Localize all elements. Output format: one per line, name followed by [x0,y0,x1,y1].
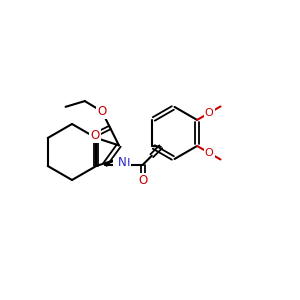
Text: S: S [115,159,123,172]
Text: O: O [205,108,214,118]
Text: O: O [138,174,148,187]
Text: O: O [205,148,214,158]
Text: O: O [97,105,106,118]
Text: H: H [122,158,130,168]
Text: N: N [118,156,126,169]
Text: O: O [90,129,99,142]
